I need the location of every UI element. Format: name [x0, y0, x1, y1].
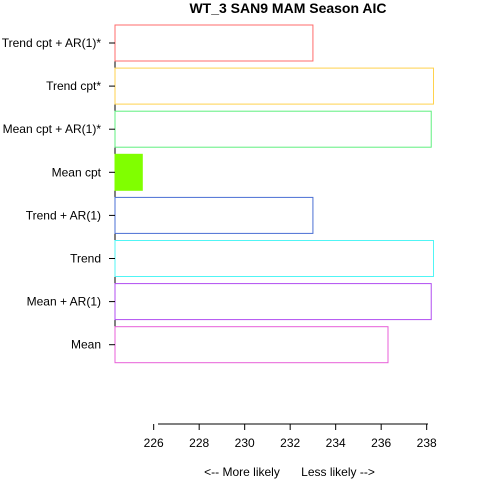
x-tick-label-2: 230: [235, 436, 255, 450]
bar-5: [115, 241, 434, 277]
x-tick-label-1: 228: [189, 436, 209, 450]
x-axis-ticks: 226 228 230 232 234 236 238: [144, 424, 437, 450]
bar-4: [115, 197, 313, 233]
x-tick-label-6: 238: [417, 436, 437, 450]
y-tick-label-2: Mean cpt + AR(1)*: [3, 122, 102, 136]
bars-group: [115, 25, 434, 363]
y-tick-label-5: Trend: [70, 252, 101, 266]
y-tick-label-0: Trend cpt + AR(1)*: [2, 36, 102, 50]
chart-title: WT_3 SAN9 MAM Season AIC: [189, 0, 386, 16]
bar-0: [115, 25, 313, 61]
bar-7: [115, 327, 388, 363]
y-tick-labels: Trend cpt + AR(1)* Trend cpt* Mean cpt + A…: [2, 36, 115, 352]
y-tick-label-3: Mean cpt: [52, 165, 102, 179]
x-tick-label-3: 232: [280, 436, 300, 450]
bar-2: [115, 111, 431, 147]
y-tick-label-4: Trend + AR(1): [26, 208, 101, 222]
x-tick-label-0: 226: [144, 436, 164, 450]
x-label-left: <-- More likely: [204, 465, 280, 479]
y-tick-label-7: Mean: [71, 338, 101, 352]
bar-3: [115, 154, 142, 190]
bar-6: [115, 284, 431, 320]
bar-1: [115, 68, 434, 104]
x-tick-label-4: 234: [326, 436, 346, 450]
x-label-right: Less likely -->: [301, 465, 375, 479]
y-tick-label-6: Mean + AR(1): [27, 295, 101, 309]
y-tick-label-1: Trend cpt*: [46, 79, 101, 93]
x-tick-label-5: 236: [371, 436, 391, 450]
